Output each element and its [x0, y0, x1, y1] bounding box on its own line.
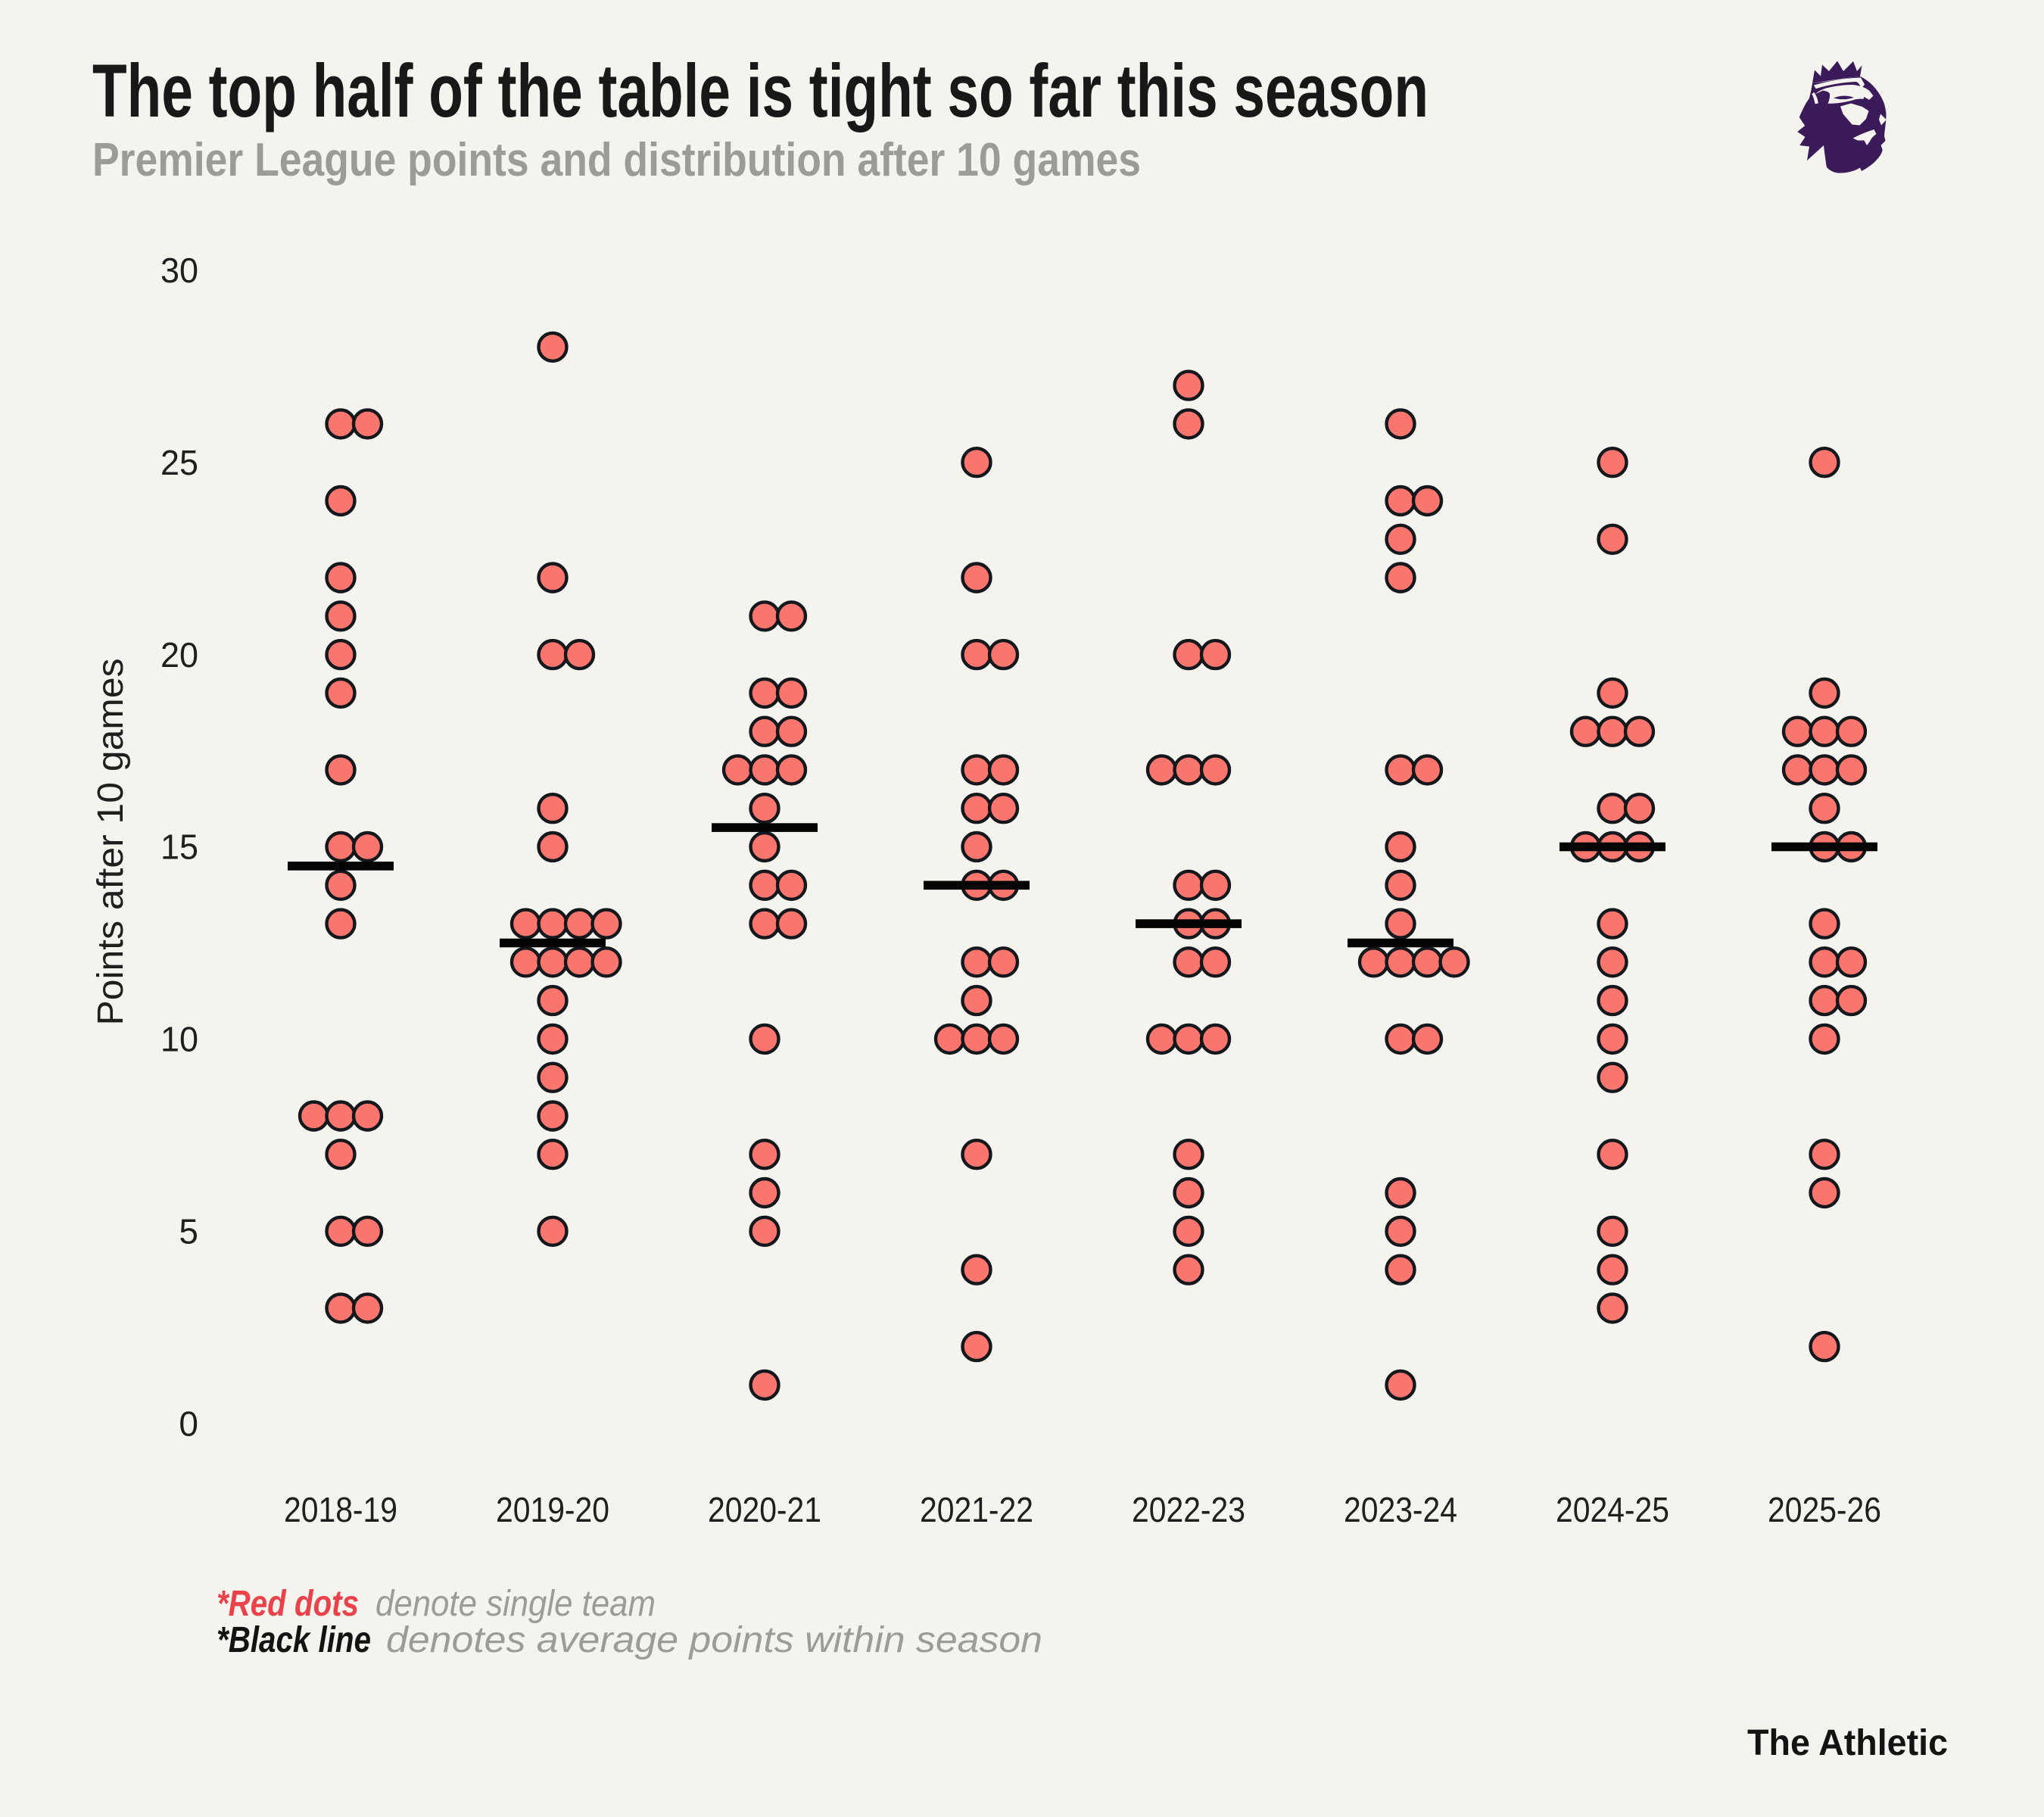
svg-text:*Red dots: *Red dots: [217, 1584, 359, 1624]
svg-text:2024-25: 2024-25: [1556, 1490, 1669, 1529]
svg-text:2020-21: 2020-21: [708, 1490, 821, 1529]
svg-text:2025-26: 2025-26: [1768, 1490, 1881, 1529]
svg-text:25: 25: [160, 443, 198, 482]
svg-text:2023-24: 2023-24: [1344, 1490, 1457, 1529]
svg-text:The Athletic: The Athletic: [1747, 1723, 1948, 1763]
svg-text:2018-19: 2018-19: [284, 1490, 397, 1529]
svg-text:0: 0: [179, 1404, 198, 1443]
svg-text:30: 30: [160, 251, 198, 290]
svg-text:2022-23: 2022-23: [1132, 1490, 1245, 1529]
svg-text:20: 20: [160, 635, 198, 675]
svg-text:5: 5: [179, 1212, 198, 1251]
svg-text:denote single team: denote single team: [375, 1584, 656, 1624]
svg-text:denotes average points within: denotes average points within season: [386, 1620, 1042, 1660]
svg-text:The top half of the table is t: The top half of the table is tight so fa…: [92, 48, 1429, 132]
svg-text:2021-22: 2021-22: [920, 1490, 1033, 1529]
svg-text:2019-20: 2019-20: [496, 1490, 609, 1529]
svg-text:15: 15: [160, 827, 198, 867]
svg-text:10: 10: [160, 1020, 198, 1059]
svg-text:*Black line: *Black line: [217, 1620, 371, 1660]
svg-text:Points after 10 games: Points after 10 games: [91, 659, 131, 1026]
svg-text:Premier League points and dist: Premier League points and distribution a…: [92, 134, 1141, 186]
